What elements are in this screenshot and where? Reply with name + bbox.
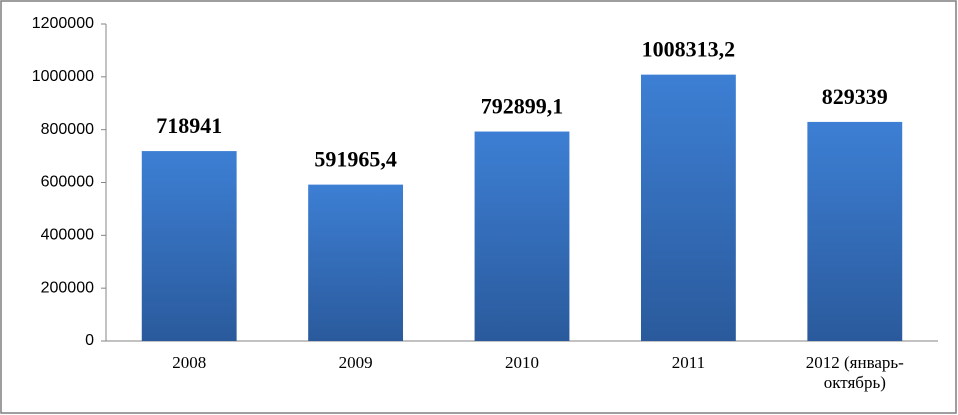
value-label: 591965,4 [314, 147, 397, 172]
y-tick-label: 800000 [41, 121, 94, 138]
y-tick-label: 600000 [41, 174, 94, 191]
x-tick-label: 2011 [671, 353, 706, 372]
y-tick-label: 400000 [41, 227, 94, 244]
bar [640, 74, 736, 341]
y-tick-label: 1000000 [32, 68, 94, 85]
value-label: 1008313,2 [642, 37, 736, 62]
bar [807, 121, 903, 341]
x-tick-label: 2008 [172, 353, 207, 372]
bar [141, 151, 237, 341]
bar [308, 184, 404, 341]
x-tick-label: 2010 [505, 353, 539, 372]
x-tick-label: 2012 (январь-октябрь) [805, 353, 904, 392]
value-label: 792899,1 [481, 94, 564, 119]
y-tick-label: 200000 [41, 279, 94, 296]
bar [474, 131, 570, 341]
y-tick-label: 0 [85, 332, 94, 349]
value-label: 829339 [822, 84, 888, 109]
x-tick-label: 2009 [338, 353, 373, 372]
y-tick-label: 1200000 [32, 15, 94, 32]
value-label: 718941 [156, 113, 222, 138]
